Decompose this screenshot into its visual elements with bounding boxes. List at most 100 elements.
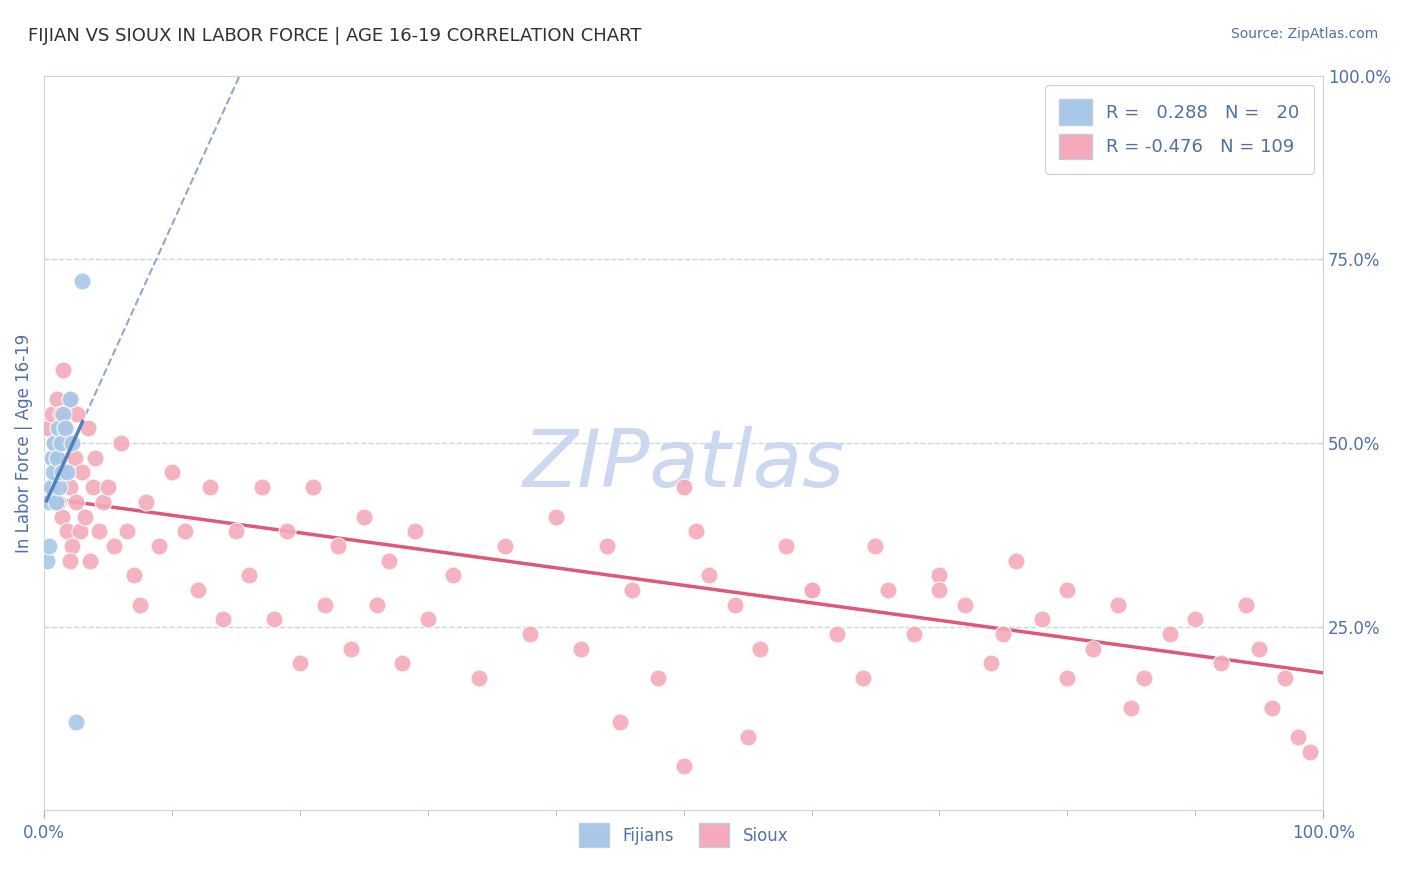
Point [328,539,350,553]
Point [1121,700,1143,714]
Point [980,657,1002,671]
Point [903,627,925,641]
Point [82,480,104,494]
Point [53,421,76,435]
Point [301,480,323,494]
Point [44,436,66,450]
Point [65,495,87,509]
Point [1056,671,1078,685]
Point [51,509,73,524]
Point [69,524,91,539]
Point [59,392,82,406]
Point [1184,142,1206,156]
Point [135,495,157,509]
Point [366,598,388,612]
Point [46,421,69,435]
Point [45,450,67,465]
Point [877,582,900,597]
Point [1005,553,1028,567]
Point [775,539,797,553]
Point [76,421,98,435]
Point [494,539,516,553]
Point [48,480,70,494]
Point [60,436,83,450]
Point [569,641,592,656]
Point [87,524,110,539]
Point [953,598,976,612]
Point [110,436,132,450]
Point [63,450,86,465]
Text: FIJIAN VS SIOUX IN LABOR FORCE | AGE 16-19 CORRELATION CHART: FIJIAN VS SIOUX IN LABOR FORCE | AGE 16-… [28,27,641,45]
Point [59,553,82,567]
Point [928,582,950,597]
Point [749,641,772,656]
Point [160,466,183,480]
Point [51,466,73,480]
Point [993,627,1015,641]
Point [1249,641,1271,656]
Point [187,582,209,597]
Point [724,598,747,612]
Point [66,407,89,421]
Point [1081,641,1104,656]
Point [596,539,619,553]
Point [1184,612,1206,626]
Point [39,450,62,465]
Point [73,509,96,524]
Point [59,392,82,406]
Point [1234,598,1257,612]
Point [52,362,75,376]
Point [391,657,413,671]
Point [737,730,759,744]
Point [56,524,79,539]
Point [41,450,63,465]
Point [1299,745,1322,759]
Point [49,407,72,421]
Point [212,612,235,626]
Point [173,524,195,539]
Point [315,598,337,612]
Point [148,539,170,553]
Point [129,598,152,612]
Point [672,480,695,494]
Point [416,612,439,626]
Point [800,582,823,597]
Point [340,641,363,656]
Point [48,450,70,465]
Point [404,524,426,539]
Point [544,509,567,524]
Point [46,495,69,509]
Point [378,553,401,567]
Point [1159,627,1181,641]
Point [58,436,80,450]
Point [45,495,67,509]
Text: Source: ZipAtlas.com: Source: ZipAtlas.com [1230,27,1378,41]
Point [1286,730,1309,744]
Point [56,466,79,480]
Point [38,495,60,509]
Point [928,568,950,582]
Point [1261,700,1284,714]
Point [865,539,887,553]
Point [72,274,94,288]
Point [200,480,222,494]
Point [122,568,145,582]
Point [609,715,631,730]
Y-axis label: In Labor Force | Age 16-19: In Labor Force | Age 16-19 [15,334,32,553]
Point [697,568,720,582]
Point [647,671,669,685]
Point [103,539,125,553]
Point [60,539,83,553]
Point [39,480,62,494]
Point [263,612,285,626]
Point [1056,582,1078,597]
Point [672,759,695,773]
Point [91,495,114,509]
Point [238,568,260,582]
Point [1031,612,1053,626]
Point [79,553,101,567]
Point [441,568,464,582]
Point [250,480,273,494]
Point [800,582,823,597]
Point [72,466,94,480]
